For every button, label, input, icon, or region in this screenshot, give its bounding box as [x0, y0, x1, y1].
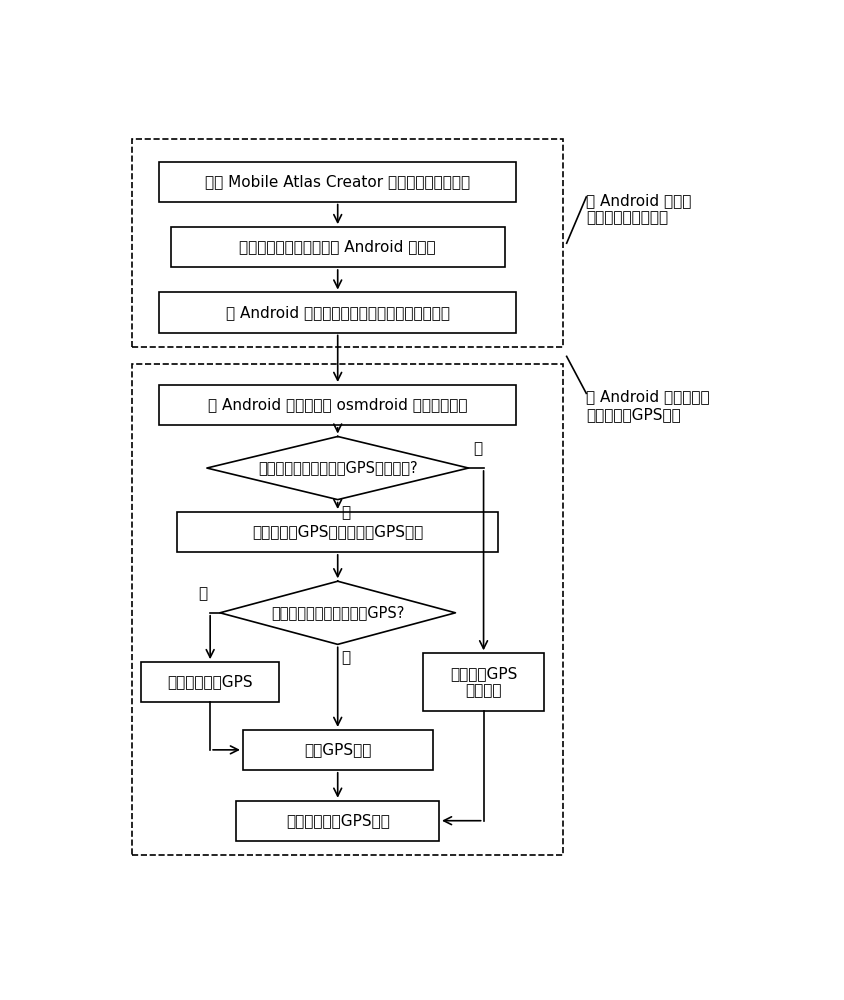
Text: 获取GPS数据: 获取GPS数据	[304, 742, 371, 757]
Text: 使用 Mobile Atlas Creator 制作离线地图数据包: 使用 Mobile Atlas Creator 制作离线地图数据包	[205, 174, 470, 189]
FancyBboxPatch shape	[423, 653, 544, 711]
FancyBboxPatch shape	[177, 512, 498, 552]
Text: 获取外部GPS
信号数据: 获取外部GPS 信号数据	[450, 666, 517, 698]
Text: 在 Android 应用中
加载离线地图数据包: 在 Android 应用中 加载离线地图数据包	[587, 193, 691, 226]
FancyBboxPatch shape	[160, 292, 516, 333]
Text: 是: 是	[473, 441, 482, 456]
Text: 在 Android 应用中加载已制作的离线地图数据包: 在 Android 应用中加载已制作的离线地图数据包	[225, 305, 450, 320]
Text: 将离线地图数据包拷贝到 Android 设备中: 将离线地图数据包拷贝到 Android 设备中	[240, 240, 436, 255]
Text: 在地图中标识GPS数据: 在地图中标识GPS数据	[286, 813, 390, 828]
Text: 在 Android 应用中运行
地图并进行GPS定位: 在 Android 应用中运行 地图并进行GPS定位	[587, 389, 710, 422]
FancyBboxPatch shape	[142, 662, 279, 702]
FancyBboxPatch shape	[160, 162, 516, 202]
Text: 否: 否	[197, 586, 207, 601]
Text: 检测设备是否收到外部GPS信号数据?: 检测设备是否收到外部GPS信号数据?	[258, 461, 418, 476]
Polygon shape	[220, 581, 456, 644]
Polygon shape	[207, 436, 468, 500]
FancyBboxPatch shape	[170, 227, 505, 267]
FancyBboxPatch shape	[243, 730, 433, 770]
Text: 在 Android 应用中加载 osmdroid 库，运行地图: 在 Android 应用中加载 osmdroid 库，运行地图	[208, 397, 468, 412]
FancyBboxPatch shape	[236, 801, 439, 841]
Text: 提示无外部GPS信号或外部GPS故障: 提示无外部GPS信号或外部GPS故障	[252, 524, 424, 539]
Text: 否: 否	[341, 505, 350, 520]
Text: 提示设备开启GPS: 提示设备开启GPS	[167, 675, 253, 690]
Text: 检测设备自身是否开启了GPS?: 检测设备自身是否开启了GPS?	[271, 605, 404, 620]
FancyBboxPatch shape	[160, 385, 516, 425]
Text: 是: 是	[341, 650, 350, 665]
